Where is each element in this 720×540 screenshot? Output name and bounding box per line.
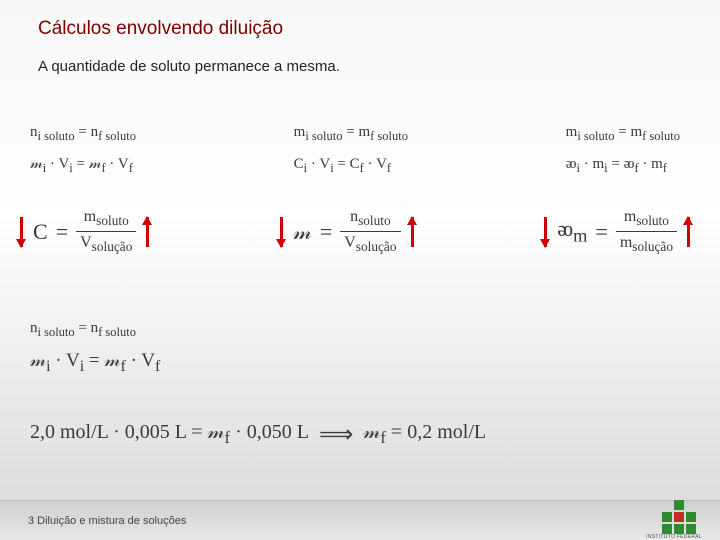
- calc-rhs: 𝓂f = 0,2 mol/L: [363, 421, 486, 448]
- conservation-row: ni soluto = nf soluto 𝓂i · Vi = 𝓂f · Vf …: [20, 120, 700, 178]
- lhs-m: 𝓂: [293, 219, 312, 245]
- num-msoluto: msoluto: [80, 208, 133, 231]
- col-concentration: mi soluto = mf soluto Ci · Vi = Cf · Vf: [294, 120, 408, 178]
- footer-bar: 3 Diluição e mistura de soluções: [0, 500, 720, 540]
- implies-icon: ⟹: [315, 420, 357, 449]
- lhs-tau: ᴔm: [557, 216, 587, 246]
- example-setup: ni soluto = nf soluto 𝓂i · Vi = 𝓂f · Vf: [30, 320, 160, 376]
- equations-area: ni soluto = nf soluto 𝓂i · Vi = 𝓂f · Vf …: [20, 120, 700, 255]
- col-title: mi soluto = mf soluto ᴔi · mi = ᴔf · mf: [566, 120, 680, 178]
- eq-cv: Ci · Vi = Cf · Vf: [294, 152, 408, 178]
- eq-m-conserv-2: mi soluto = mf soluto: [566, 120, 680, 146]
- slide-subtitle: A quantidade de soluto permanece a mesma…: [0, 40, 720, 75]
- eq-tau-m: ᴔi · mi = ᴔf · mf: [566, 152, 680, 178]
- arrow-up-icon: [411, 217, 414, 247]
- footer-text: 3 Diluição e mistura de soluções: [28, 515, 186, 527]
- definitions-row: C = msoluto Vsolução 𝓂 = nsoluto Vsoluçã…: [20, 178, 700, 255]
- calc-lhs: 2,0 mol/L · 0,005 L = 𝓂f · 0,050 L: [30, 421, 309, 448]
- arrow-down-icon: [280, 217, 283, 247]
- num-nsoluto: nsoluto: [346, 208, 395, 231]
- institution-logo: [662, 500, 696, 534]
- lhs-C: C: [33, 219, 48, 245]
- num-msoluto2: msoluto: [620, 208, 673, 231]
- eq-n-conserv: ni soluto = nf soluto: [30, 120, 136, 146]
- arrow-up-icon: [687, 217, 690, 247]
- def-title: ᴔm = msoluto msolução: [544, 208, 690, 255]
- eq-mv-repeat: 𝓂i · Vi = 𝓂f · Vf: [30, 350, 160, 376]
- example-calc: 2,0 mol/L · 0,005 L = 𝓂f · 0,050 L ⟹ 𝓂f …: [30, 420, 486, 449]
- arrow-down-icon: [544, 217, 547, 247]
- eq-m-conserv: mi soluto = mf soluto: [294, 120, 408, 146]
- col-molarity: ni soluto = nf soluto 𝓂i · Vi = 𝓂f · Vf: [30, 120, 136, 178]
- den-vsolucao2: Vsolução: [340, 231, 400, 255]
- def-molarity: 𝓂 = nsoluto Vsolução: [280, 208, 413, 255]
- slide-title: Cálculos envolvendo diluição: [0, 0, 720, 40]
- den-msolucao: msolução: [616, 231, 677, 255]
- den-vsolucao: Vsolução: [76, 231, 136, 255]
- eq-mv: 𝓂i · Vi = 𝓂f · Vf: [30, 152, 136, 178]
- arrow-down-icon: [20, 217, 23, 247]
- arrow-up-icon: [146, 217, 149, 247]
- def-concentration: C = msoluto Vsolução: [20, 208, 149, 255]
- logo-caption: INSTITUTO FEDERAL: [646, 534, 702, 540]
- eq-n-repeat: ni soluto = nf soluto: [30, 320, 160, 340]
